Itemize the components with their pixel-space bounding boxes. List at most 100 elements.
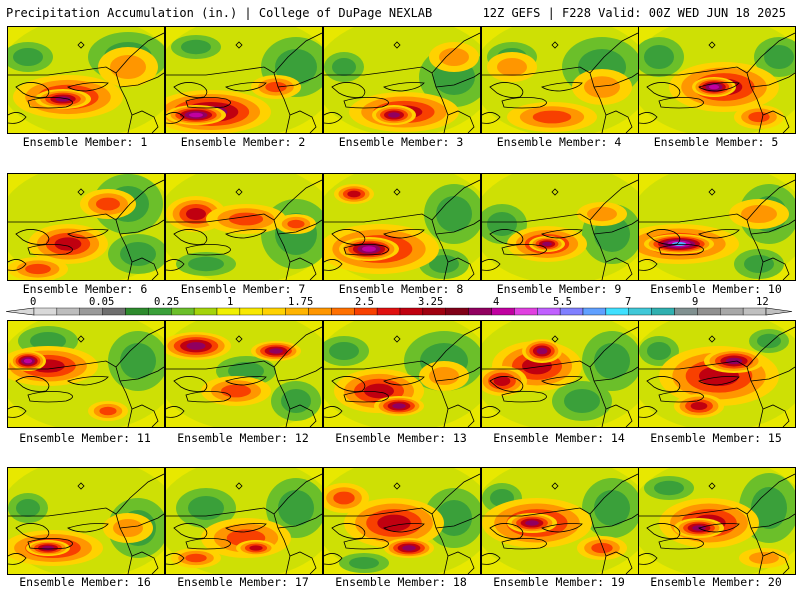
map-outline: [482, 326, 638, 427]
scale-swatch: [193, 307, 218, 316]
scale-swatch: [720, 307, 744, 316]
member-label: Ensemble Member: 19: [493, 575, 625, 589]
scale-swatch: [33, 307, 58, 316]
scale-swatch: [674, 307, 698, 316]
map-outline: [166, 473, 322, 574]
member-label: Ensemble Member: 20: [650, 575, 782, 589]
member-label: Ensemble Member: 7: [180, 282, 306, 296]
map-outline: [482, 179, 638, 280]
scale-swatch: [102, 307, 126, 316]
run-info: 12Z GEFS | F228 Valid: 00Z WED JUN 18 20…: [482, 6, 786, 20]
scale-swatch: [445, 307, 469, 316]
member-map-19: [481, 467, 639, 575]
member-label: Ensemble Member: 13: [335, 431, 467, 445]
scale-tick-label: 4: [493, 296, 500, 308]
member-map-13: [323, 320, 481, 428]
map-outline: [324, 179, 480, 280]
scale-tick-label: 5.5: [553, 296, 572, 308]
scale-swatch: [148, 307, 172, 316]
member-map-4: [481, 26, 639, 134]
member-label: Ensemble Member: 6: [22, 282, 148, 296]
scale-swatch: [308, 307, 332, 316]
scale-swatch: [354, 307, 378, 316]
member-label: Ensemble Member: 4: [496, 135, 622, 149]
scale-swatch: [559, 307, 584, 316]
scale-tick-label: 12: [756, 296, 769, 308]
map-outline: [8, 473, 164, 574]
member-map-20: [638, 467, 796, 575]
scale-swatch: [537, 307, 561, 316]
member-map-3: [323, 26, 481, 134]
map-outline: [639, 179, 795, 280]
page-title: Precipitation Accumulation (in.) | Colle…: [6, 6, 433, 20]
member-label: Ensemble Member: 18: [335, 575, 467, 589]
scale-tick-label: 2.5: [355, 296, 374, 308]
scale-swatch: [56, 307, 80, 316]
member-label: Ensemble Member: 15: [650, 431, 782, 445]
scale-swatch: [742, 307, 767, 316]
scale-swatch: [628, 307, 652, 316]
member-label: Ensemble Member: 10: [650, 282, 782, 296]
scale-swatch: [491, 307, 515, 316]
member-map-8: [323, 173, 481, 281]
member-map-10: [638, 173, 796, 281]
member-map-16: [7, 467, 165, 575]
member-map-2: [165, 26, 323, 134]
map-outline: [8, 179, 164, 280]
scale-swatch: [239, 307, 263, 316]
map-outline: [166, 179, 322, 280]
scale-arrow-right: [765, 307, 793, 316]
member-map-11: [7, 320, 165, 428]
member-map-12: [165, 320, 323, 428]
scale-swatch: [514, 307, 538, 316]
scale-swatch: [468, 307, 492, 316]
scale-tick-label: 0.05: [89, 296, 115, 308]
scale-swatch: [216, 307, 241, 316]
scale-swatch: [171, 307, 195, 316]
member-label: Ensemble Member: 1: [22, 135, 148, 149]
member-label: Ensemble Member: 16: [19, 575, 151, 589]
scale-swatch: [331, 307, 355, 316]
map-outline: [639, 32, 795, 133]
map-outline: [639, 473, 795, 574]
member-map-14: [481, 320, 639, 428]
member-label: Ensemble Member: 5: [653, 135, 779, 149]
map-outline: [639, 326, 795, 427]
scale-arrow-left: [6, 307, 35, 316]
member-label: Ensemble Member: 11: [19, 431, 151, 445]
member-label: Ensemble Member: 12: [177, 431, 309, 445]
member-map-1: [7, 26, 165, 134]
scale-tick-label: 7: [625, 296, 632, 308]
member-map-17: [165, 467, 323, 575]
scale-swatch: [125, 307, 149, 316]
scale-swatch: [262, 307, 286, 316]
map-outline: [482, 473, 638, 574]
map-outline: [8, 326, 164, 427]
member-map-15: [638, 320, 796, 428]
scale-swatch: [697, 307, 721, 316]
member-label: Ensemble Member: 3: [338, 135, 464, 149]
scale-tick-label: 0.25: [154, 296, 180, 308]
scale-tick-label: 1: [227, 296, 234, 308]
scale-swatch: [582, 307, 607, 316]
map-outline: [324, 473, 480, 574]
map-outline: [166, 326, 322, 427]
scale-swatch: [399, 307, 424, 316]
scale-tick-label: 1.75: [288, 296, 314, 308]
scale-tick-label: 0: [30, 296, 37, 308]
map-outline: [324, 326, 480, 427]
member-label: Ensemble Member: 9: [496, 282, 622, 296]
scale-swatch: [651, 307, 675, 316]
member-label: Ensemble Member: 17: [177, 575, 309, 589]
member-map-9: [481, 173, 639, 281]
scale-swatch: [422, 307, 446, 316]
map-outline: [482, 32, 638, 133]
scale-swatch: [376, 307, 401, 316]
member-label: Ensemble Member: 2: [180, 135, 306, 149]
scale-swatch: [79, 307, 103, 316]
member-label: Ensemble Member: 14: [493, 431, 625, 445]
member-map-7: [165, 173, 323, 281]
scale-tick-label: 3.25: [418, 296, 444, 308]
member-map-6: [7, 173, 165, 281]
member-label: Ensemble Member: 8: [338, 282, 464, 296]
